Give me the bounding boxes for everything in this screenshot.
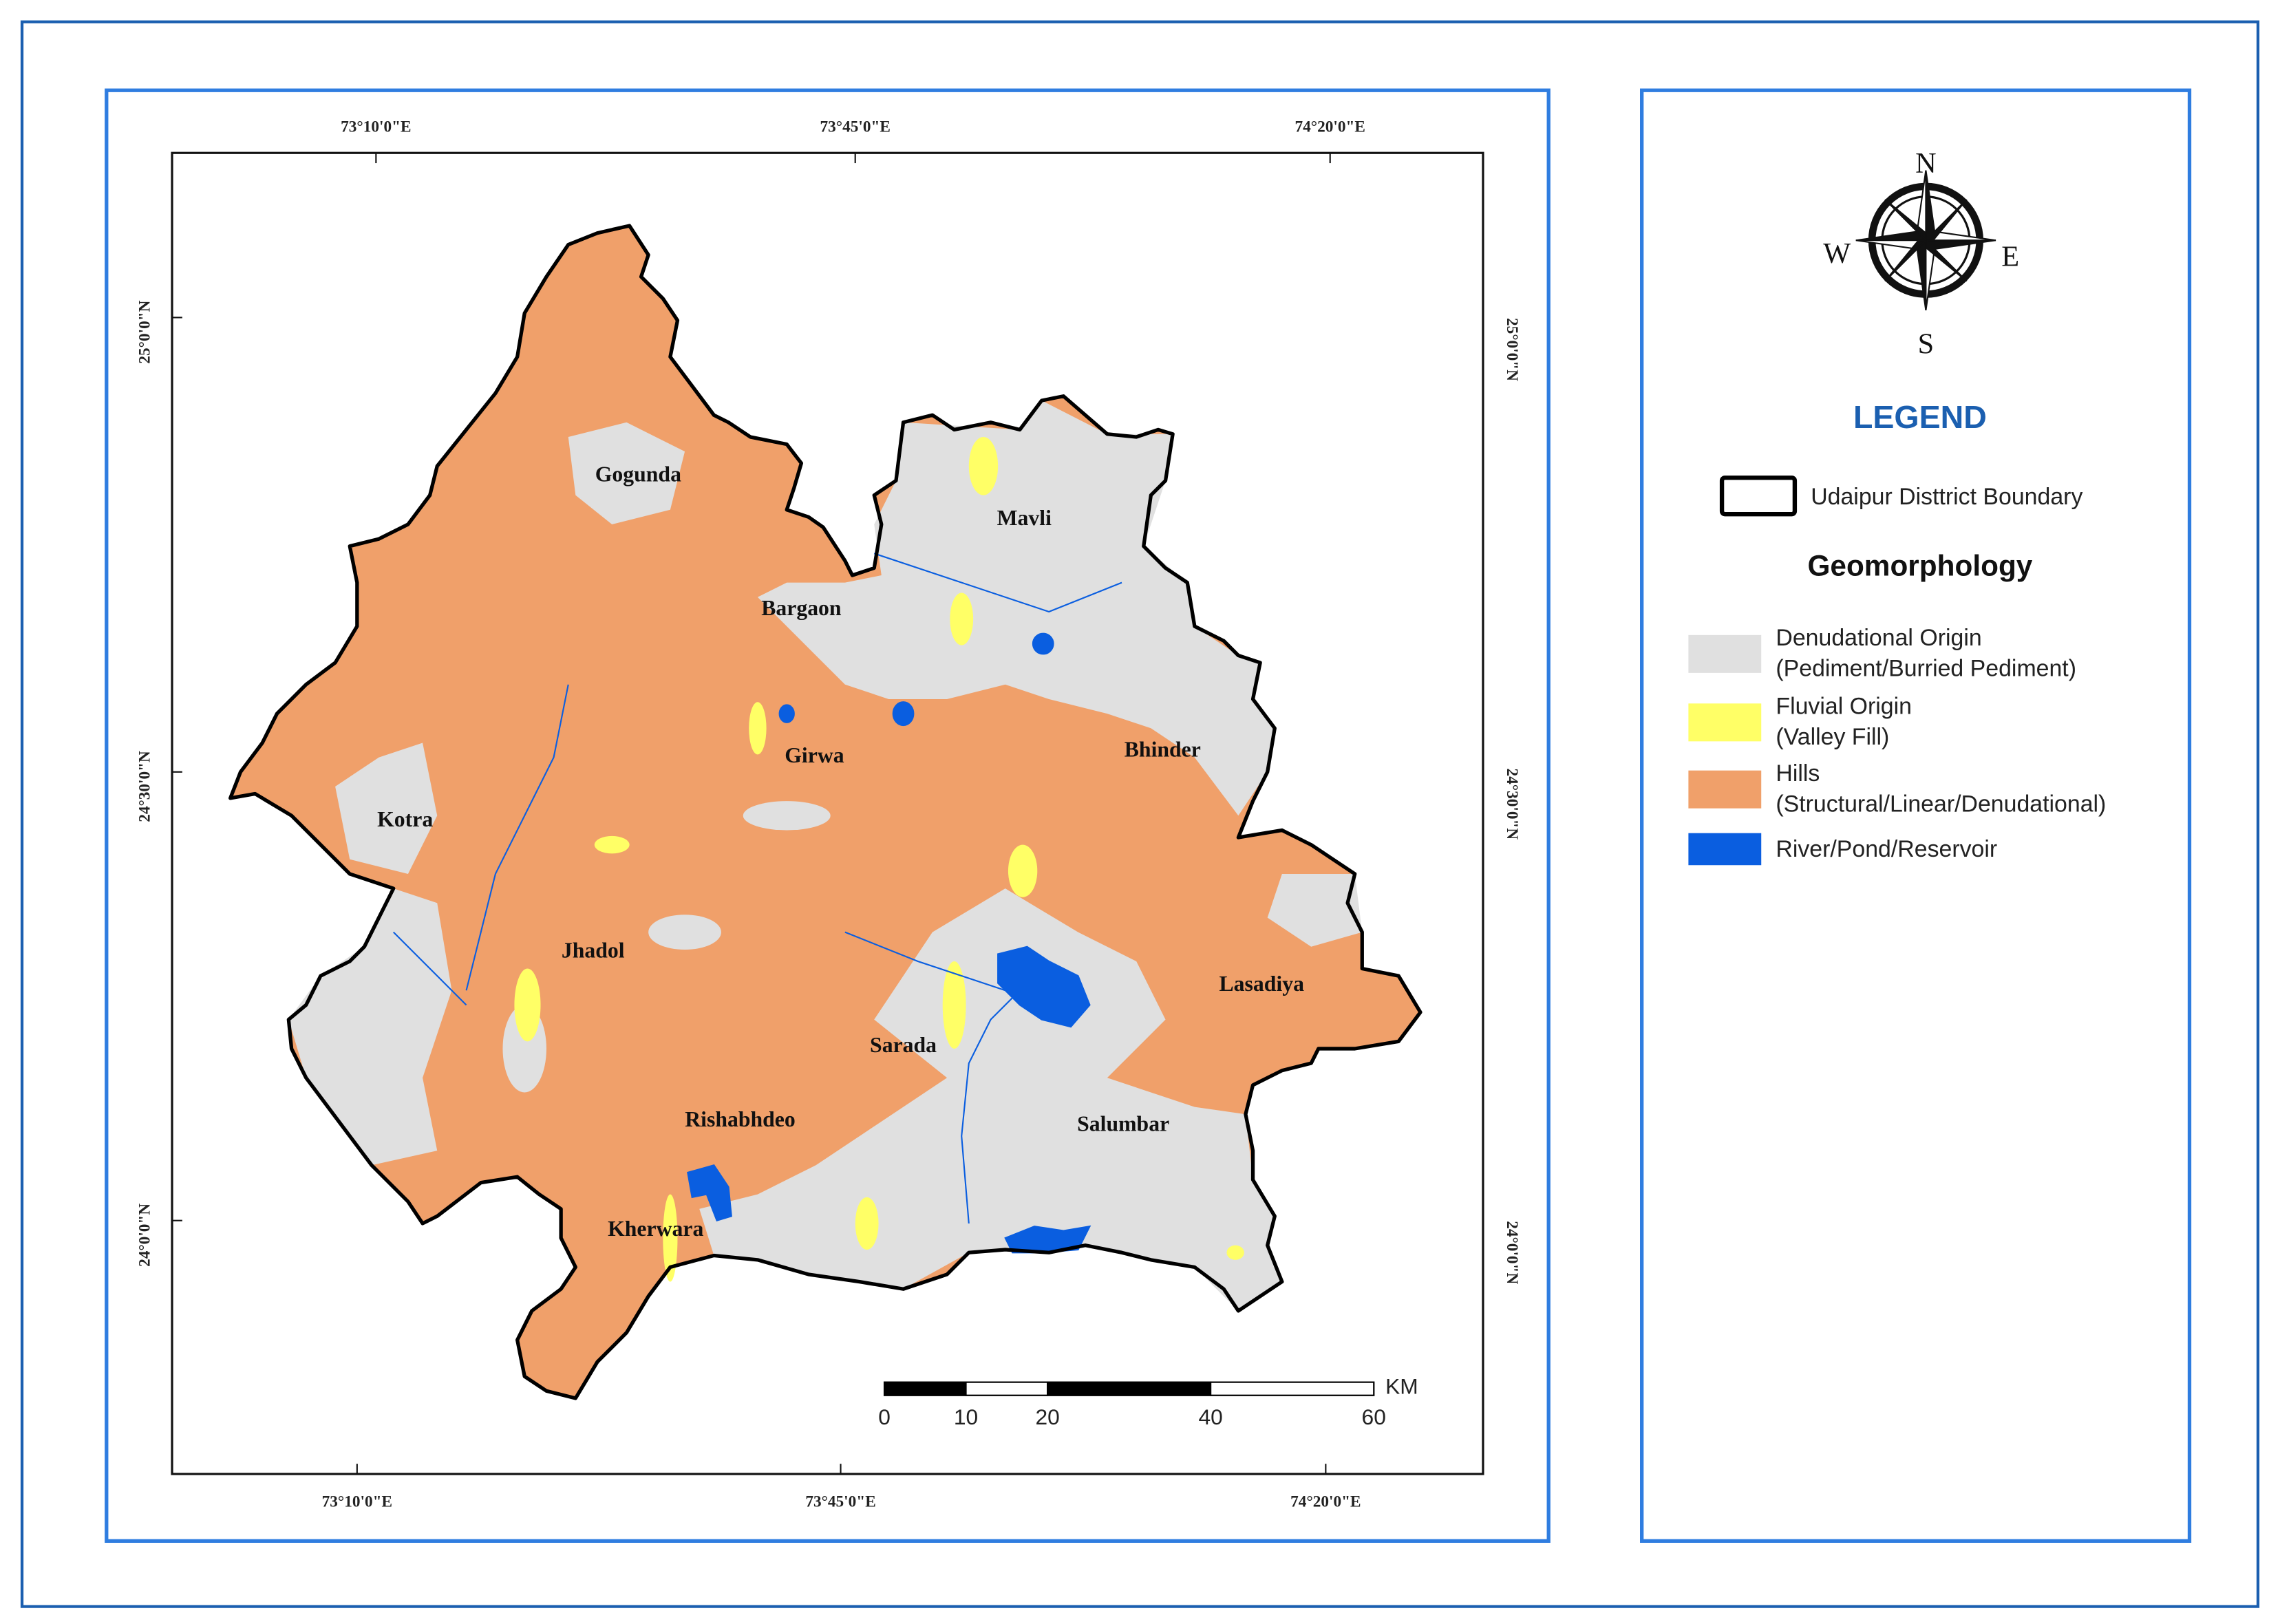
- lake: [997, 945, 1091, 1028]
- legend-label: Fluvial Origin: [1776, 694, 1912, 720]
- pond: [892, 701, 915, 727]
- scale-segment: [1047, 1381, 1212, 1396]
- latitude-label: 24°30'0"N: [136, 751, 153, 822]
- legend-swatch: [1688, 634, 1762, 673]
- place-label: Girwa: [785, 743, 844, 767]
- legend-label: (Structural/Linear/Denudational): [1776, 791, 2106, 817]
- scale-unit: KM: [1385, 1374, 1418, 1399]
- legend-swatch: [1688, 703, 1762, 742]
- longitude-label: 74°20'0"E: [1295, 118, 1365, 136]
- place-label: Lasadiya: [1219, 972, 1305, 996]
- legend-label: River/Pond/Reservoir: [1776, 836, 1997, 862]
- latitude-label: 24°0'0"N: [1503, 1221, 1521, 1284]
- gray-patch: [743, 801, 831, 831]
- latitude-label: 25°0'0"N: [136, 300, 153, 363]
- place-label: Sarada: [870, 1033, 937, 1057]
- gray-patch: [568, 422, 685, 524]
- gray-patch: [648, 915, 721, 950]
- place-label: Salumbar: [1077, 1111, 1169, 1135]
- place-label: Gogunda: [595, 462, 681, 486]
- gray-patch: [757, 400, 1275, 816]
- yellow-patch: [950, 592, 974, 645]
- place-label: Rishabhdeo: [685, 1107, 796, 1131]
- river: [844, 931, 1006, 992]
- scale-segment: [883, 1381, 967, 1396]
- place-label: Kherwara: [608, 1217, 703, 1241]
- place-label: Mavli: [997, 506, 1052, 530]
- yellow-patch: [594, 835, 630, 854]
- legend-label: (Valley Fill): [1776, 724, 1889, 750]
- compass-rose: [1855, 170, 1996, 310]
- legend-label: (Pediment/Burried Pediment): [1776, 656, 2076, 682]
- district-map: [228, 224, 1423, 1400]
- gray-patch: [1267, 873, 1363, 947]
- place-label: Bargaon: [761, 596, 842, 620]
- gray-patch: [335, 742, 438, 874]
- compass-star: [1855, 170, 1996, 310]
- compass-letter: N: [1915, 147, 1937, 180]
- legend-title: LEGEND: [1853, 399, 1987, 435]
- pond: [778, 704, 795, 723]
- map-frame: [105, 88, 1551, 1543]
- longitude-label: 74°20'0"E: [1290, 1493, 1361, 1511]
- lake: [1004, 1225, 1091, 1254]
- scale-label: 20: [1035, 1404, 1059, 1429]
- place-label: Jhadol: [562, 939, 625, 963]
- longitude-label: 73°45'0"E: [820, 118, 891, 136]
- yellow-patch: [855, 1197, 879, 1250]
- longitude-label: 73°45'0"E: [805, 1493, 875, 1511]
- river: [873, 553, 1122, 613]
- compass-letter: W: [1823, 237, 1851, 270]
- compass-letter: E: [2001, 240, 2019, 273]
- scale-label: 0: [878, 1404, 891, 1429]
- legend-swatch: [1688, 770, 1762, 809]
- latitude-label: 24°0'0"N: [136, 1204, 153, 1267]
- yellow-patch: [968, 436, 999, 495]
- scale-label: 40: [1198, 1404, 1222, 1429]
- yellow-patch: [663, 1194, 678, 1282]
- denudational-areas: [288, 400, 1363, 1311]
- place-label: Kotra: [377, 807, 433, 831]
- yellow-patch: [514, 968, 541, 1042]
- yellow-patch: [1008, 844, 1038, 897]
- boundary-swatch: [1719, 476, 1798, 517]
- yellow-patch: [942, 961, 966, 1049]
- gray-patch: [288, 888, 452, 1166]
- scale-segment: [965, 1381, 1049, 1396]
- legend-label: Udaipur Disttrict Boundary: [1811, 484, 2082, 510]
- scale-label: 10: [954, 1404, 978, 1429]
- longitude-label: 73°10'0"E: [341, 118, 411, 136]
- water: [392, 553, 1122, 1254]
- river: [465, 684, 569, 991]
- yellow-patch: [749, 702, 767, 755]
- legend-swatch: [1688, 833, 1762, 866]
- lake: [687, 1164, 732, 1221]
- compass-letter: S: [1918, 328, 1935, 360]
- latitude-label: 25°0'0"N: [1503, 318, 1521, 381]
- longitude-label: 73°10'0"E: [322, 1493, 392, 1511]
- legend-label: Hills: [1776, 760, 1820, 787]
- scale-segment: [1210, 1381, 1375, 1396]
- legend-subtitle: Geomorphology: [1807, 550, 2032, 582]
- fluvial-areas: [514, 436, 1244, 1282]
- yellow-patch: [1226, 1245, 1244, 1260]
- legend-frame: [1640, 88, 2192, 1543]
- pond: [1032, 632, 1054, 655]
- gray-patch: [699, 888, 1282, 1311]
- place-label: Bhinder: [1125, 737, 1201, 761]
- scale-label: 60: [1362, 1404, 1386, 1429]
- latitude-label: 24°30'0"N: [1503, 769, 1521, 840]
- river: [392, 931, 467, 1006]
- legend-label: Denudational Origin: [1776, 625, 1981, 651]
- river: [961, 990, 1021, 1224]
- outer-border: [20, 20, 2260, 1608]
- district-boundary: [228, 224, 1423, 1400]
